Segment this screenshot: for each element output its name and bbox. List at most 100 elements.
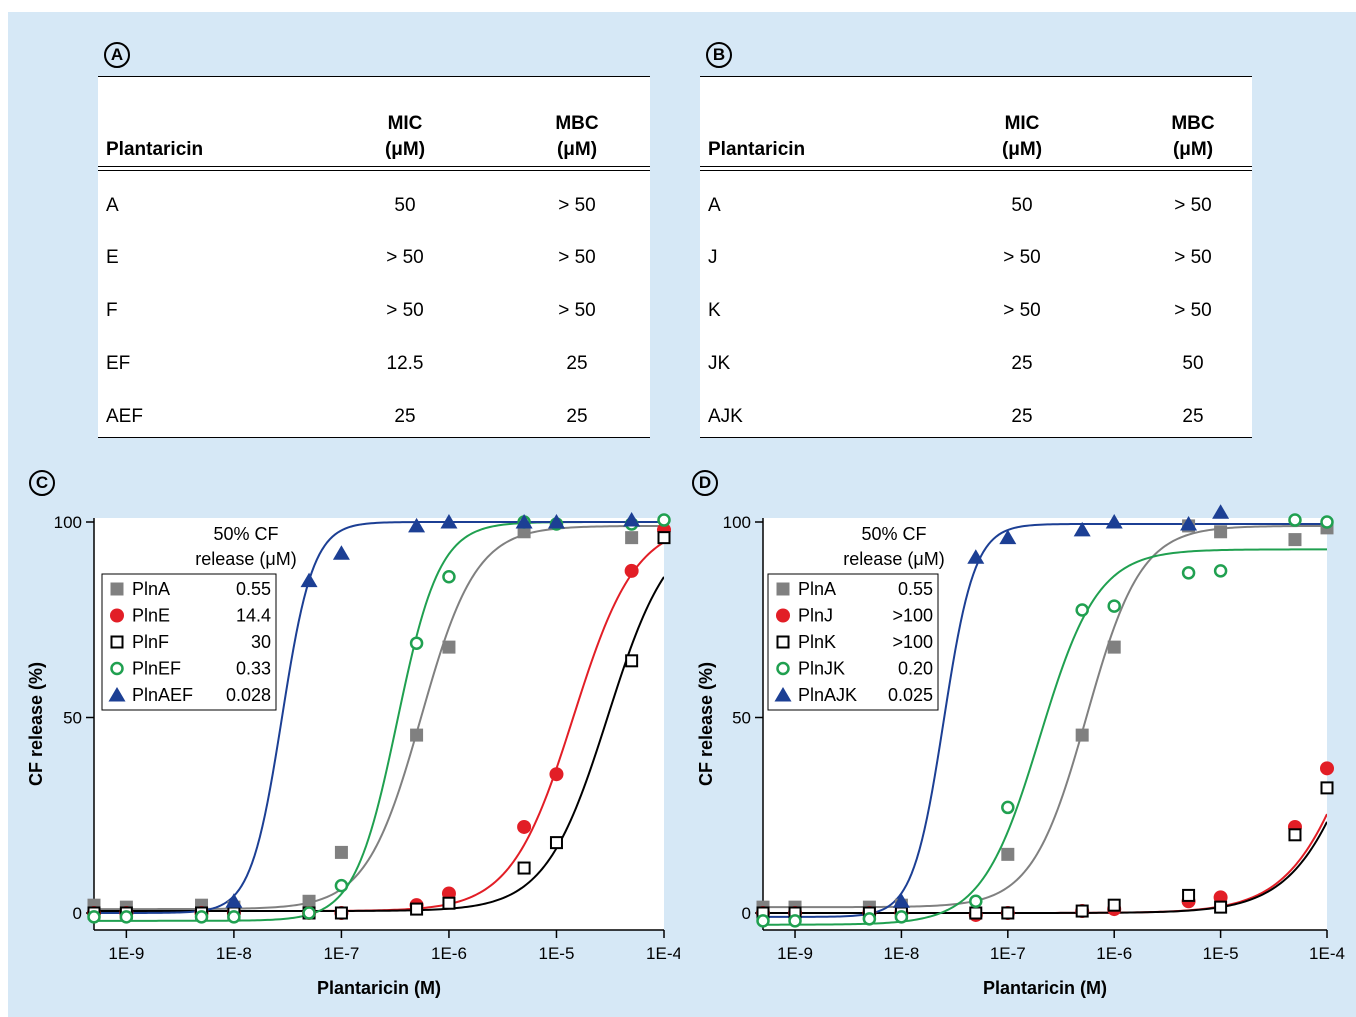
data-point-plnf [334,906,348,920]
row-mbc: 50 [1182,353,1204,374]
data-point-plna [1075,728,1089,742]
chart-d: 1E-9 1E-8 1E-7 1E-6 1E-5 1E-4 0 50 100 Plantarici… [696,504,1345,998]
legend-name: PlnAJK [798,685,857,705]
data-point-plnk [969,906,983,920]
legend-box [767,573,939,711]
fit-curve-plnajk [763,522,1327,918]
row-name: A [106,195,119,216]
legend-ec50: 14.4 [236,606,271,626]
data-point-plnf [625,654,639,668]
header-rule-double [700,170,1252,171]
data-point-plnef [334,878,349,893]
table-a: Plantaricin MIC (μM) MBC (μM) A 50 > 50 E > … [98,76,650,438]
panel-label-a: A [104,42,130,68]
panel-label-c: C [29,470,55,496]
legend-ec50: >100 [892,632,933,652]
legend-name: PlnE [132,606,170,626]
data-point-plna [334,845,348,859]
y-axis-label: CF release (%) [26,662,46,786]
row-mic: 25 [1011,353,1033,374]
x-tick-label: 1E-8 [883,944,919,963]
data-point-plnk [1288,828,1302,842]
header-plantaricin: Plantaricin [106,139,204,160]
y-tick-label: 50 [63,709,82,728]
legend-marker-plnajk [774,687,792,702]
data-point-plnjk [969,894,983,909]
x-axis-label: Plantaricin (M) [983,978,1107,998]
fit-curve-plnk [763,821,1327,914]
data-point-plnajk [999,529,1017,545]
x-tick-label: 1E-8 [216,944,252,963]
data-point-plna [1214,525,1228,539]
table-bottom-rule [700,437,1252,438]
data-point-plnjk [788,914,802,928]
x-tick-label: 1E-4 [1309,944,1345,963]
data-point-plnjk [1288,513,1302,527]
legend-name: PlnA [798,579,836,599]
fit-curve-plnjk [763,548,1327,926]
data-point-plnf [517,861,531,875]
data-point-plnf [657,531,671,545]
legend-marker-plna [776,582,790,596]
legend-name: PlnK [798,632,836,652]
legend-name: PlnAEF [132,685,193,705]
data-point-plnef [87,910,101,924]
data-point-plnjk [894,910,909,924]
row-mic: 12.5 [386,353,424,374]
x-tick-label: 1E-9 [777,944,813,963]
data-point-plnaef [225,893,243,908]
legend-ec50: 0.55 [898,579,933,599]
table-top-rule [98,76,650,77]
header-mic-unit: (μM) [384,139,426,160]
data-point-plna [302,894,316,908]
data-point-plnef [227,910,241,924]
data-point-plne [624,563,639,578]
data-point-plnf [410,902,424,916]
header-mic-label: MIC [1004,113,1040,134]
x-tick-label: 1E-4 [646,944,680,963]
x-tick-label: 1E-7 [323,944,359,963]
row-mic: > 50 [386,247,424,268]
data-point-plnjk [1213,564,1228,578]
legend-name: PlnEF [132,659,181,679]
legend-ec50: >100 [892,606,933,626]
legend-box [101,573,277,711]
legend-name: PlnA [132,579,170,599]
data-point-plnjk [1075,603,1089,617]
row-mic: 50 [1011,195,1033,216]
row-mbc: > 50 [1174,300,1212,321]
x-tick-label: 1E-5 [539,944,575,963]
x-tick-label: 1E-6 [1096,944,1132,963]
legend-marker-plne [110,608,124,623]
row-name: A [708,195,721,216]
header-mic-unit: (μM) [1001,139,1043,160]
legend-marker-plnaef [108,687,126,702]
data-point-plnf [442,896,456,910]
legend-name: PlnJK [798,659,845,679]
data-point-plnajk [1212,504,1230,519]
data-point-plnaef [300,572,318,588]
x-axis-label: Plantaricin (M) [317,978,441,998]
y-tick-label: 100 [54,513,82,532]
legend-title-line2: release (μM) [195,549,296,569]
data-point-plnjk [862,912,877,926]
data-point-plnajk [1105,514,1123,529]
data-point-plnef [657,513,671,527]
row-name: K [708,300,721,321]
row-name: J [708,247,718,268]
row-mbc: 25 [566,406,588,427]
data-point-plnajk [1073,521,1091,537]
data-point-plna [1288,533,1302,547]
data-point-plnaef [332,545,350,560]
data-point-plna [442,640,456,654]
data-point-plne [549,767,564,782]
chart-c: 1E-9 1E-8 1E-7 1E-6 1E-5 1E-4 0 50 100 Plantarici… [26,512,680,998]
legend-ec50: 30 [251,632,271,652]
data-point-plnef [409,636,424,650]
header-mbc-label: MBC [1171,113,1215,134]
fit-curve-plna [94,524,664,911]
header-rule [700,166,1252,167]
table-b: Plantaricin MIC (μM) MBC (μM) A 50 > 50 J > … [700,76,1252,438]
data-point-plnjk [1001,800,1015,815]
data-point-plnk [1001,906,1015,920]
